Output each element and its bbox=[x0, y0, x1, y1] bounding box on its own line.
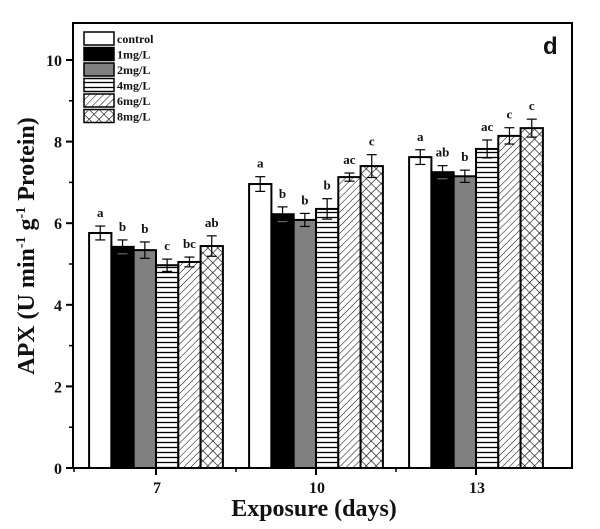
bar bbox=[408, 156, 433, 469]
y-tick-label: 4 bbox=[54, 298, 62, 315]
significance-label: ac bbox=[343, 152, 356, 167]
legend-swatch bbox=[83, 62, 115, 77]
significance-label: b bbox=[279, 186, 286, 201]
significance-label: b bbox=[461, 149, 468, 164]
x-tick-label: 7 bbox=[153, 480, 161, 497]
legend-swatch bbox=[83, 31, 115, 46]
y-tick-label: 0 bbox=[54, 461, 62, 478]
legend-swatch bbox=[83, 93, 115, 108]
bar bbox=[88, 231, 113, 469]
significance-label: ab bbox=[436, 145, 450, 160]
bar bbox=[452, 175, 478, 469]
bar bbox=[497, 134, 522, 469]
significance-label: c bbox=[164, 238, 170, 253]
bar bbox=[199, 245, 224, 469]
y-axis-title-pre: APX (U min bbox=[14, 248, 40, 375]
legend-label: 1mg/L bbox=[117, 48, 150, 62]
y-axis-title-sup2: -1 bbox=[14, 207, 29, 219]
bar bbox=[248, 183, 273, 469]
bar bbox=[270, 213, 295, 469]
legend-label: control bbox=[117, 32, 154, 46]
legend-label: 2mg/L bbox=[117, 63, 150, 77]
significance-label: a bbox=[417, 129, 424, 144]
y-tick-label: 10 bbox=[46, 53, 62, 70]
significance-label: c bbox=[529, 98, 535, 113]
y-tick-label: 6 bbox=[54, 216, 62, 233]
significance-label: b bbox=[301, 192, 308, 207]
plot-frame bbox=[72, 22, 573, 469]
significance-label: b bbox=[141, 221, 148, 236]
significance-label: c bbox=[507, 107, 513, 122]
x-tick-label: 10 bbox=[309, 480, 325, 497]
y-tick-label: 8 bbox=[54, 135, 62, 152]
significance-label: bc bbox=[183, 236, 196, 251]
x-tick-label: 13 bbox=[469, 480, 485, 497]
legend-label: 4mg/L bbox=[117, 79, 150, 93]
significance-label: ab bbox=[205, 215, 219, 230]
significance-label: a bbox=[97, 205, 104, 220]
y-axis-title-sup1: -1 bbox=[14, 236, 29, 248]
bar bbox=[519, 127, 544, 470]
significance-label: c bbox=[369, 134, 375, 149]
bar bbox=[475, 147, 500, 469]
legend-label: 8mg/L bbox=[117, 110, 150, 124]
legend-swatch bbox=[83, 46, 115, 62]
bar bbox=[132, 249, 157, 469]
bar bbox=[177, 260, 202, 469]
significance-label: b bbox=[119, 219, 126, 234]
panel-label: d bbox=[543, 33, 558, 60]
bar bbox=[110, 245, 135, 469]
significance-label: a bbox=[257, 156, 264, 171]
legend-swatch bbox=[83, 77, 115, 93]
bar bbox=[337, 176, 362, 469]
y-tick-label: 2 bbox=[54, 379, 62, 396]
bar bbox=[155, 264, 180, 469]
axes-layer: 0 2 4 6 8 10 7 10 13 bbox=[46, 22, 573, 497]
y-axis-title-mid: g bbox=[14, 218, 40, 236]
bar bbox=[292, 218, 318, 469]
y-axis-title: APX (U min-1 g-1 Protein) bbox=[14, 117, 40, 375]
legend-swatch bbox=[83, 108, 115, 124]
y-axis-title-post: Protein) bbox=[14, 117, 40, 207]
bar bbox=[315, 207, 340, 469]
bar bbox=[430, 171, 455, 469]
significance-label: ac bbox=[481, 119, 494, 134]
significance-label: b bbox=[324, 178, 331, 193]
legend-label: 6mg/L bbox=[117, 94, 150, 108]
bar bbox=[359, 165, 384, 470]
x-axis-title: Exposure (days) bbox=[231, 496, 397, 522]
